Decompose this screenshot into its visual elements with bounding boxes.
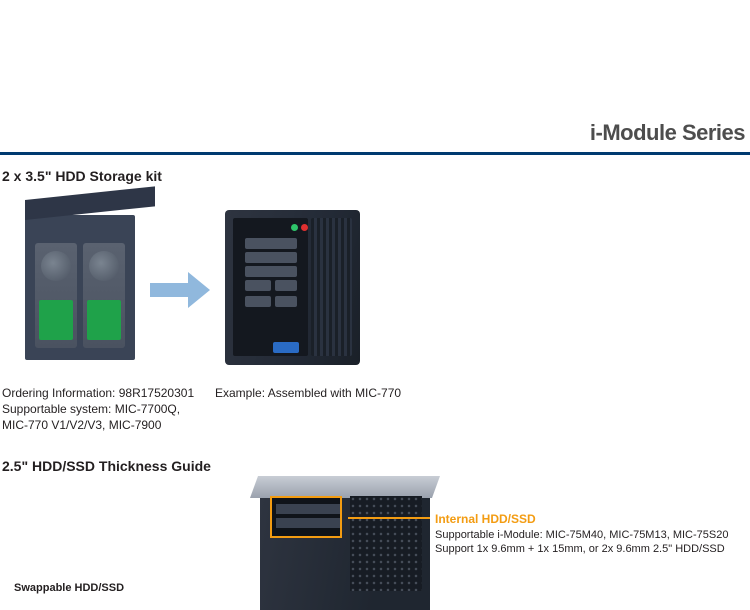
supportable-system-line2: MIC-770 V1/V2/V3, MIC-7900 xyxy=(2,417,202,433)
swappable-hdd-label: Swappable HDD/SSD xyxy=(14,582,124,594)
supportable-system-line1: Supportable system: MIC-7700Q, xyxy=(2,401,202,417)
ordering-info-line: Ordering Information: 98R17520301 xyxy=(2,385,202,401)
chassis-mesh xyxy=(350,496,422,591)
internal-hdd-callout: Internal HDD/SSD Supportable i-Module: M… xyxy=(435,512,745,556)
example-caption: Example: Assembled with MIC-770 xyxy=(215,385,415,401)
kit-lid xyxy=(25,186,155,220)
hdd-kit-illustration xyxy=(25,215,135,360)
series-title: i-Module Series xyxy=(590,120,745,146)
hdd-left xyxy=(35,243,77,348)
section-title-thickness-guide: 2.5" HDD/SSD Thickness Guide xyxy=(2,458,211,474)
callout-line2: Support 1x 9.6mm + 1x 15mm, or 2x 9.6mm … xyxy=(435,542,745,556)
section-title-storage-kit: 2 x 3.5" HDD Storage kit xyxy=(2,168,162,184)
callout-leader-line xyxy=(348,517,430,519)
callout-title: Internal HDD/SSD xyxy=(435,512,745,528)
assembled-device-illustration xyxy=(225,210,360,365)
section-divider xyxy=(0,152,750,155)
chassis-illustration xyxy=(260,490,430,610)
hdd-right xyxy=(83,243,125,348)
callout-line1: Supportable i-Module: MIC-75M40, MIC-75M… xyxy=(435,528,745,542)
internal-bay-highlight xyxy=(270,496,342,538)
ordering-info-block: Ordering Information: 98R17520301 Suppor… xyxy=(2,385,202,434)
arrow-icon xyxy=(150,275,210,305)
